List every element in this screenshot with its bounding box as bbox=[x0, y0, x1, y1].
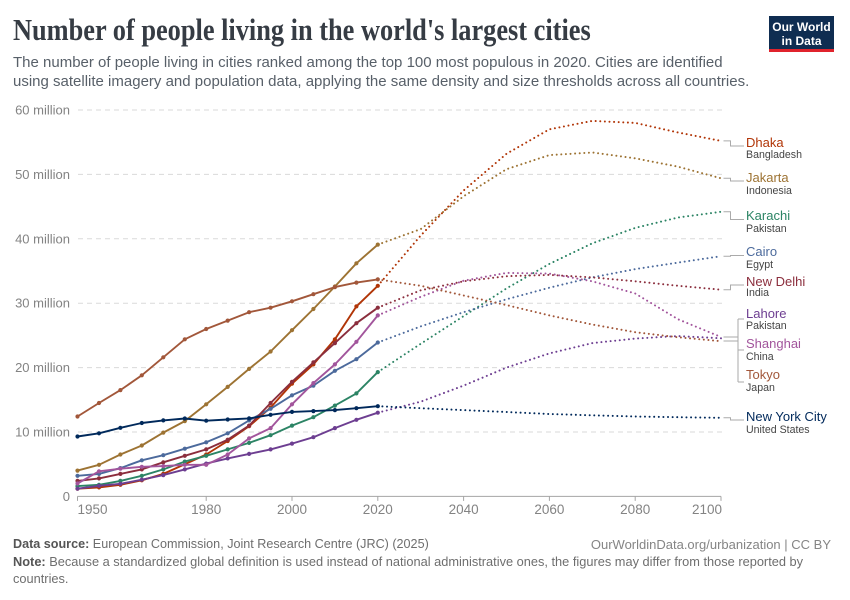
svg-text:2000: 2000 bbox=[277, 502, 307, 517]
svg-text:2040: 2040 bbox=[449, 502, 479, 517]
svg-text:40 million: 40 million bbox=[15, 231, 70, 246]
svg-text:1980: 1980 bbox=[191, 502, 221, 517]
svg-text:10 million: 10 million bbox=[15, 425, 70, 440]
svg-text:1950: 1950 bbox=[78, 502, 108, 517]
svg-text:50 million: 50 million bbox=[15, 167, 70, 182]
svg-text:0: 0 bbox=[63, 489, 70, 504]
svg-text:20 million: 20 million bbox=[15, 360, 70, 375]
svg-text:2060: 2060 bbox=[534, 502, 564, 517]
svg-text:30 million: 30 million bbox=[15, 296, 70, 311]
svg-text:2080: 2080 bbox=[620, 502, 650, 517]
svg-text:2100: 2100 bbox=[692, 502, 722, 517]
svg-text:2020: 2020 bbox=[363, 502, 393, 517]
svg-text:60 million: 60 million bbox=[15, 103, 70, 118]
